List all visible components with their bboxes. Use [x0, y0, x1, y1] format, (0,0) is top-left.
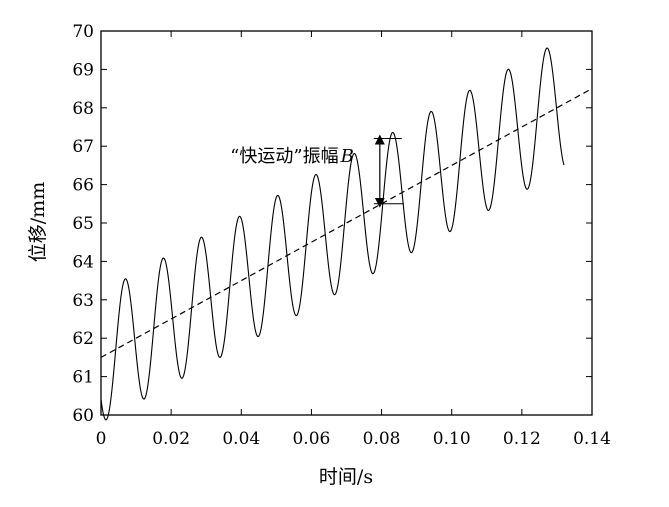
tick-marks: [100, 30, 593, 416]
y-tick-label: 70: [72, 22, 94, 42]
y-tick-label: 69: [72, 60, 94, 80]
x-axis-title: 时间/s: [319, 466, 373, 488]
y-tick-label: 61: [72, 368, 94, 388]
y-axis-title: 位移/mm: [27, 182, 49, 262]
x-tick-label: 0.02: [152, 429, 190, 449]
amplitude-label: “快运动”振幅 B: [230, 146, 354, 167]
x-tick-labels: 0 0.02 0.04 0.06 0.08 0.10 0.12 0.14: [96, 429, 611, 449]
amplitude-annotation: “快运动”振幅 B: [230, 134, 404, 208]
amplitude-symbol: B: [340, 146, 354, 167]
y-tick-label: 66: [72, 176, 94, 196]
x-tick-label: 0.12: [503, 429, 541, 449]
oscillation-curve: [100, 47, 565, 421]
x-tick-label: 0.04: [222, 429, 260, 449]
y-tick-label: 63: [72, 291, 94, 311]
y-tick-label: 60: [72, 406, 94, 426]
y-tick-label: 65: [72, 214, 94, 234]
trend-line: [100, 88, 593, 358]
x-tick-label: 0.08: [363, 429, 401, 449]
y-tick-label: 62: [72, 329, 94, 349]
x-tick-label: 0.10: [433, 429, 471, 449]
x-tick-label: 0.06: [292, 429, 330, 449]
x-tick-label: 0: [96, 429, 107, 449]
y-tick-labels: 60 61 62 63 64 65 66 67 68 69 70: [72, 22, 94, 426]
y-tick-label: 64: [72, 252, 94, 272]
y-tick-label: 68: [72, 99, 94, 119]
plot-frame: [100, 30, 593, 416]
y-tick-label: 67: [72, 137, 94, 157]
amplitude-label-text: “快运动”振幅: [230, 146, 338, 167]
x-tick-label: 0.14: [573, 429, 611, 449]
